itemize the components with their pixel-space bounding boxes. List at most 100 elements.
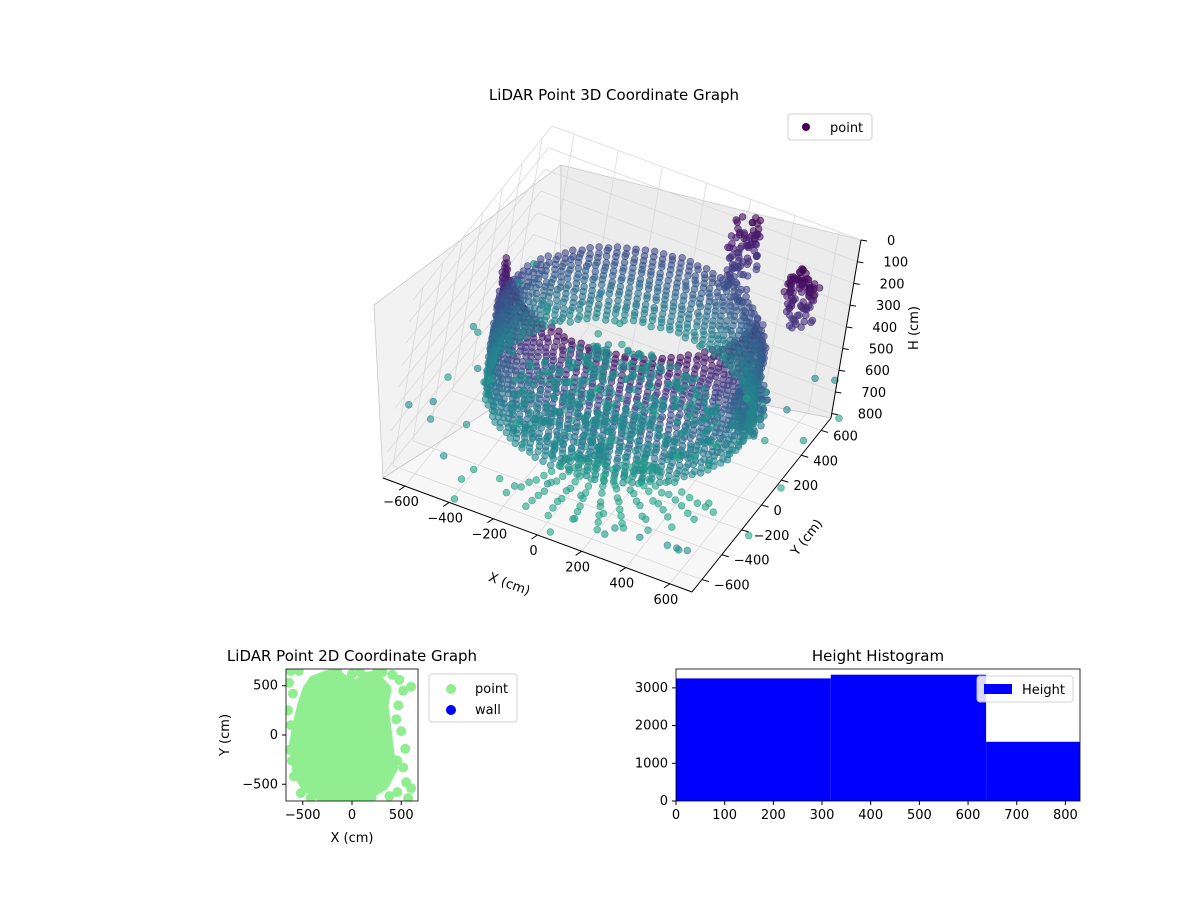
data-point-3d — [618, 461, 626, 470]
x-tick-label-3d: 400 — [609, 577, 634, 592]
data-point-3d — [650, 306, 658, 315]
data-point-3d — [724, 371, 733, 379]
y-tick-label-3d: 0 — [774, 504, 782, 519]
data-point-3d — [656, 273, 664, 282]
data-point-3d — [555, 434, 564, 442]
ticks-3d: −600 −400 −200 0 200 400 600 −600 −400 −200 0 200 40… — [383, 234, 908, 608]
data-point-3d — [502, 488, 511, 497]
data-point-3d — [540, 316, 549, 325]
data-point-3d — [528, 496, 536, 505]
data-point-2d — [295, 788, 306, 799]
y-tick-label-3d: −200 — [754, 529, 790, 544]
data-point-3d — [569, 246, 577, 254]
y-tick-mark-3d — [801, 454, 809, 458]
data-point-3d — [612, 253, 620, 261]
y-tick-mark-3d — [820, 429, 829, 433]
data-point-3d — [618, 519, 626, 527]
data-point-2d — [286, 669, 296, 676]
data-point-3d — [530, 260, 538, 268]
data-point-3d — [687, 412, 695, 421]
data-point-3d — [561, 249, 569, 257]
data-point-3d — [549, 393, 558, 401]
data-point-2d — [400, 743, 411, 754]
data-point-3d — [519, 387, 527, 395]
data-point-3d — [789, 277, 798, 285]
plot-2d-title: LiDAR Point 2D Coordinate Graph — [227, 647, 477, 665]
x-axis-label-2d: X (cm) — [331, 831, 374, 846]
data-point-3d — [523, 262, 532, 270]
y-tick-label-3d: 600 — [833, 429, 858, 444]
data-point-3d — [678, 254, 686, 262]
histogram-title: Height Histogram — [812, 647, 944, 665]
data-point-3d — [757, 422, 765, 430]
data-point-3d — [740, 307, 748, 315]
data-point-3d — [678, 488, 686, 496]
data-point-3d — [496, 474, 504, 483]
data-point-3d — [622, 405, 630, 413]
data-point-3d — [645, 475, 653, 483]
data-point-3d — [657, 318, 666, 327]
data-point-3d — [712, 441, 720, 449]
data-point-3d — [835, 414, 843, 422]
data-point-3d — [616, 319, 624, 328]
data-point-3d — [650, 394, 658, 402]
data-point-3d — [692, 280, 700, 288]
data-point-2d — [398, 762, 409, 773]
data-point-3d — [644, 285, 653, 293]
data-point-3d — [573, 438, 581, 446]
data-point-3d — [666, 326, 674, 334]
data-point-3d — [429, 397, 437, 406]
data-point-3d — [518, 271, 526, 279]
data-point-3d — [576, 300, 584, 308]
data-point-3d — [535, 442, 544, 450]
point-cloud-2d — [286, 669, 417, 801]
data-point-3d — [576, 502, 584, 510]
data-point-3d — [726, 311, 734, 319]
data-point-3d — [645, 487, 653, 495]
legend-3d-frame — [787, 113, 873, 141]
y-axis-label-2d: Y (cm) — [218, 714, 233, 757]
data-point-3d — [683, 546, 691, 555]
data-point-3d — [559, 350, 567, 359]
data-point-3d — [711, 311, 719, 319]
grid-line — [409, 147, 549, 322]
data-point-3d — [713, 419, 721, 427]
data-point-3d — [566, 311, 574, 319]
data-point-3d — [504, 389, 513, 398]
plot-3d-title: LiDAR Point 3D Coordinate Graph — [489, 86, 739, 104]
grid-line — [764, 215, 796, 394]
data-point-3d — [600, 398, 609, 406]
data-point-3d — [488, 406, 497, 415]
data-point-3d — [544, 252, 552, 260]
histogram-bar — [830, 674, 987, 801]
data-point-3d — [631, 248, 640, 257]
data-point-3d — [721, 340, 729, 348]
data-point-3d — [748, 218, 757, 227]
data-point-3d — [556, 317, 564, 325]
data-point-3d — [601, 461, 610, 469]
legend-2d-point-label: point — [475, 682, 508, 697]
data-point-3d — [805, 288, 813, 296]
data-point-3d — [618, 442, 627, 451]
data-point-3d — [502, 370, 510, 378]
data-point-3d — [610, 400, 618, 408]
y-tick-label-histogram: 0 — [660, 794, 668, 809]
x-tick-label-2d: −500 — [285, 808, 321, 823]
data-point-3d — [685, 420, 693, 428]
data-point-3d — [738, 375, 746, 384]
data-point-3d — [643, 415, 652, 424]
z-axis-label-3d: H (cm) — [907, 306, 922, 350]
data-point-3d — [567, 377, 575, 386]
data-point-3d — [557, 494, 566, 503]
data-point-3d — [707, 355, 715, 364]
data-point-3d — [524, 292, 533, 300]
data-point-3d — [547, 328, 555, 336]
data-point-3d — [587, 351, 596, 359]
z-axis-line — [830, 239, 862, 419]
data-point-3d — [562, 390, 570, 398]
data-point-2d — [286, 720, 296, 731]
data-point-3d — [697, 437, 705, 445]
data-point-3d — [650, 369, 658, 377]
data-point-3d — [520, 321, 529, 329]
y-tick-label-histogram: 2000 — [635, 719, 668, 734]
